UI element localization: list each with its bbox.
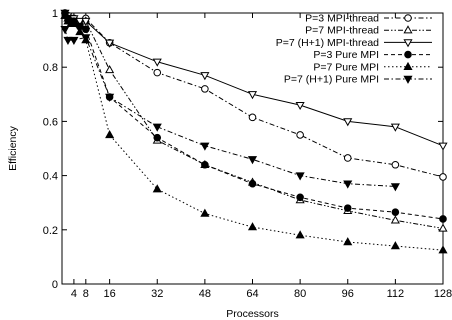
data-point bbox=[153, 133, 162, 142]
y-tick-label: 0 bbox=[52, 279, 58, 291]
data-point bbox=[343, 154, 352, 162]
data-point bbox=[152, 123, 162, 132]
data-point bbox=[60, 10, 70, 19]
data-point bbox=[295, 101, 305, 111]
legend-entry-3: P=7 (H+1) MPI-thread bbox=[276, 37, 432, 49]
x-tick-label: 128 bbox=[434, 288, 452, 300]
x-tick-label: 64 bbox=[246, 288, 258, 300]
y-tick-label: 0.4 bbox=[43, 171, 58, 183]
data-point bbox=[81, 17, 91, 27]
x-tick-label: 112 bbox=[387, 288, 405, 300]
data-point bbox=[343, 118, 353, 127]
data-point bbox=[343, 237, 353, 246]
y-tick-label: 0.6 bbox=[43, 116, 58, 128]
data-point bbox=[247, 222, 258, 231]
data-point bbox=[75, 27, 85, 36]
data-point bbox=[343, 204, 352, 212]
legend-label: P=7 MPI-thread bbox=[305, 25, 379, 37]
legend-label: P=7 (H+1) MPI-thread bbox=[276, 37, 379, 49]
x-axis-label: Processors bbox=[226, 308, 279, 320]
data-point bbox=[247, 91, 258, 100]
data-point bbox=[391, 208, 400, 216]
data-point bbox=[296, 131, 304, 139]
data-point bbox=[248, 179, 257, 188]
data-point bbox=[152, 58, 162, 67]
data-point bbox=[343, 180, 353, 189]
data-point bbox=[296, 193, 304, 202]
data-point bbox=[105, 64, 115, 74]
x-tick-label: 8 bbox=[83, 288, 89, 300]
data-point bbox=[390, 215, 400, 224]
data-point bbox=[438, 142, 448, 151]
series-6 bbox=[60, 26, 400, 192]
data-point bbox=[248, 113, 257, 122]
series-5 bbox=[60, 10, 448, 254]
legend-marker bbox=[404, 50, 412, 59]
x-tick-label: 96 bbox=[342, 288, 354, 300]
data-point bbox=[69, 36, 79, 46]
y-tick-label: 0.2 bbox=[43, 225, 58, 237]
data-point bbox=[201, 85, 209, 93]
data-point bbox=[390, 183, 400, 192]
data-point bbox=[295, 230, 305, 239]
series-layer bbox=[60, 9, 448, 254]
data-point bbox=[60, 26, 70, 35]
data-point bbox=[390, 123, 400, 132]
series-2 bbox=[60, 10, 448, 232]
data-point bbox=[438, 223, 448, 232]
y-tick-label: 1 bbox=[52, 8, 58, 20]
y-tick-label: 0.8 bbox=[43, 62, 58, 74]
data-point bbox=[247, 156, 258, 165]
data-point bbox=[201, 160, 209, 169]
legend-marker bbox=[403, 39, 413, 48]
data-point bbox=[438, 245, 448, 254]
y-axis-label: Efficiency bbox=[7, 125, 19, 170]
legend-label: P=3 MPI-thread bbox=[305, 13, 379, 25]
legend-marker bbox=[403, 25, 413, 34]
data-point bbox=[81, 34, 91, 43]
data-point bbox=[63, 36, 73, 46]
data-point bbox=[439, 173, 447, 181]
data-point bbox=[105, 39, 115, 48]
x-tick-label: 80 bbox=[294, 288, 306, 300]
data-point bbox=[200, 72, 210, 81]
data-point bbox=[200, 208, 210, 217]
legend-marker bbox=[404, 14, 412, 22]
data-point bbox=[295, 172, 305, 181]
data-point bbox=[153, 68, 162, 77]
data-point bbox=[105, 130, 115, 139]
x-tick-label: 32 bbox=[151, 288, 163, 300]
data-point bbox=[390, 241, 400, 250]
legend-marker bbox=[403, 75, 413, 84]
x-tick-label: 16 bbox=[104, 288, 116, 300]
data-point bbox=[439, 215, 447, 223]
plot-frame bbox=[61, 12, 444, 285]
legend-entry-6: P=7 (H+1) Pure MPI bbox=[284, 74, 432, 86]
legend-entry-5: P=7 Pure MPI bbox=[313, 61, 432, 73]
data-point bbox=[391, 160, 400, 169]
legend-label: P=3 Pure MPI bbox=[313, 49, 379, 61]
data-point bbox=[105, 93, 115, 102]
data-point bbox=[152, 184, 162, 193]
data-point bbox=[69, 18, 79, 28]
series-line bbox=[64, 15, 444, 251]
data-point bbox=[200, 142, 210, 151]
legend-entry-2: P=7 MPI-thread bbox=[305, 25, 432, 37]
legend-label: P=7 Pure MPI bbox=[313, 61, 379, 73]
data-point bbox=[75, 17, 85, 27]
data-point bbox=[82, 25, 90, 34]
plot-border bbox=[61, 12, 444, 285]
legend-entry-1: P=3 MPI-thread bbox=[305, 13, 432, 25]
x-tick-label: 48 bbox=[199, 288, 211, 300]
axis-ticks: 4 8 16 32 48 64 80 96 112 128 0 0.2 0.4 0.6 0.8 1 bbox=[43, 8, 452, 300]
legend-marker bbox=[403, 61, 413, 70]
legend-label: P=7 (H+1) Pure MPI bbox=[284, 74, 379, 86]
legend-entry-4: P=3 Pure MPI bbox=[313, 49, 432, 61]
x-tick-label: 4 bbox=[71, 288, 77, 300]
series-3 bbox=[60, 9, 448, 151]
